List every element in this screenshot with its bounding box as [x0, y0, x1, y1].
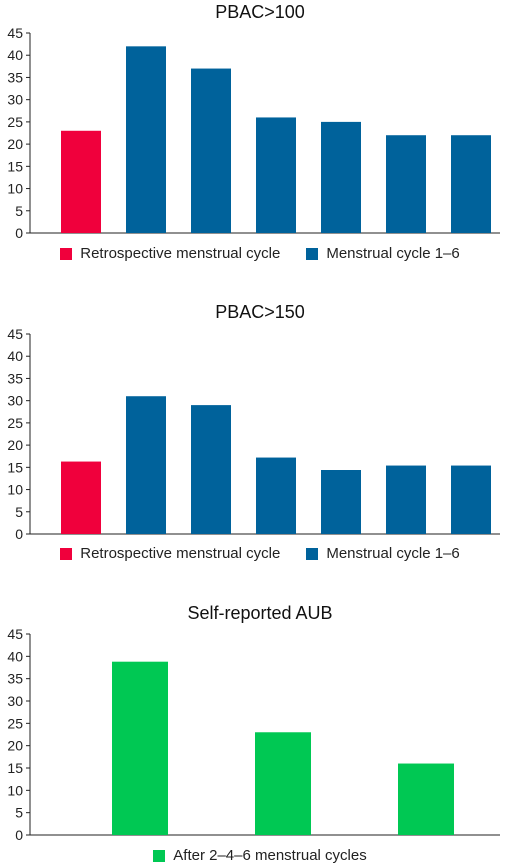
y-tick-label: 45: [7, 626, 23, 642]
bar: [321, 470, 361, 534]
y-tick-label: 25: [7, 114, 23, 130]
y-tick-label: 30: [7, 92, 23, 108]
chart-legend: Retrospective menstrual cycle Menstrual …: [0, 545, 520, 562]
y-tick-label: 20: [7, 437, 23, 453]
legend-label: Menstrual cycle 1–6: [326, 245, 460, 262]
y-tick-label: 25: [7, 715, 23, 731]
bar: [321, 121, 361, 233]
chart-legend: After 2–4–6 menstrual cycles: [0, 847, 520, 864]
bar: [112, 661, 168, 835]
y-tick-label: 35: [7, 69, 23, 85]
y-tick-label: 40: [7, 47, 23, 63]
bar: [255, 732, 311, 835]
bar: [386, 465, 426, 534]
bar: [256, 457, 296, 534]
y-tick-label: 30: [7, 693, 23, 709]
y-tick-label: 40: [7, 348, 23, 364]
legend-label: Menstrual cycle 1–6: [326, 545, 460, 562]
legend-swatch: [306, 247, 319, 260]
legend-label: Retrospective menstrual cycle: [80, 545, 281, 562]
y-tick-label: 20: [7, 738, 23, 754]
bar: [191, 68, 231, 233]
bar: [256, 117, 296, 233]
y-tick-label: 15: [7, 158, 23, 174]
bar: [386, 135, 426, 233]
y-tick-label: 10: [7, 782, 23, 798]
bar: [451, 135, 491, 233]
y-tick-label: 20: [7, 136, 23, 152]
y-tick-label: 10: [7, 482, 23, 498]
y-tick-label: 0: [15, 827, 23, 843]
legend-item-retrospective: Retrospective menstrual cycle: [60, 545, 280, 562]
y-tick-label: 25: [7, 415, 23, 431]
y-tick-label: 5: [15, 203, 23, 219]
bar: [61, 461, 101, 534]
bar: [126, 396, 166, 534]
chart-title: Self-reported AUB: [187, 603, 333, 623]
legend-swatch: [306, 547, 319, 560]
bar-chart-svg: 0 5 10 15 20 25 30 35 40 45: [7, 25, 500, 240]
legend-swatch: [60, 247, 73, 260]
chart-title: PBAC>150: [215, 302, 305, 322]
chart-title: PBAC>100: [215, 2, 305, 22]
y-tick-label: 35: [7, 370, 23, 386]
bar-chart-svg: 0 5 10 15 20 25 30 35 40 45: [7, 326, 500, 540]
bar: [61, 130, 101, 233]
bar: [398, 763, 454, 835]
bar: [191, 405, 231, 534]
y-tick-label: 40: [7, 648, 23, 664]
y-tick-label: 5: [15, 805, 23, 821]
y-tick-label: 10: [7, 181, 23, 197]
legend-item-retrospective: Retrospective menstrual cycle: [60, 245, 280, 262]
legend-item-menstrual-cycle: Menstrual cycle 1–6: [306, 245, 460, 262]
legend-swatch: [153, 849, 166, 862]
y-tick-label: 0: [15, 225, 23, 240]
legend-label: After 2–4–6 menstrual cycles: [173, 847, 367, 864]
y-tick-label: 45: [7, 326, 23, 342]
legend-item-after-cycles: After 2–4–6 menstrual cycles: [153, 847, 367, 864]
bar: [126, 46, 166, 234]
chart-legend: Retrospective menstrual cycle Menstrual …: [0, 245, 520, 262]
y-tick-label: 0: [15, 526, 23, 540]
bar: [451, 465, 491, 534]
y-tick-label: 5: [15, 504, 23, 520]
y-tick-label: 45: [7, 25, 23, 41]
y-tick-label: 15: [7, 459, 23, 475]
y-tick-label: 15: [7, 760, 23, 776]
legend-swatch: [60, 547, 73, 560]
y-tick-label: 30: [7, 393, 23, 409]
legend-label: Retrospective menstrual cycle: [80, 245, 281, 262]
y-tick-label: 35: [7, 671, 23, 687]
bar-chart-svg: 0 5 10 15 20 25 30 35 40 45: [7, 626, 500, 843]
legend-item-menstrual-cycle: Menstrual cycle 1–6: [306, 545, 460, 562]
